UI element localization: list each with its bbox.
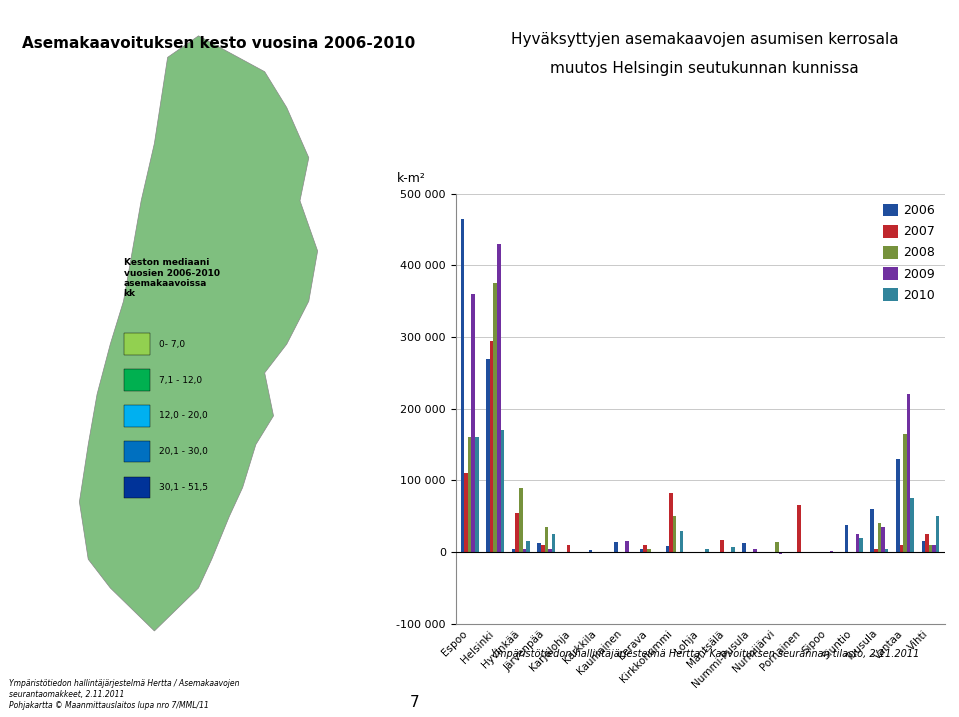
Bar	[589, 550, 593, 552]
Bar	[896, 459, 900, 552]
Bar	[497, 244, 501, 552]
Text: Pohjakartta © Maanmittauslaitos lupa nro 7/MML/11: Pohjakartta © Maanmittauslaitos lupa nro…	[9, 701, 209, 710]
Bar	[779, 552, 783, 554]
Text: muutos Helsingin seutukunnan kunnissa: muutos Helsingin seutukunnan kunnissa	[550, 61, 859, 76]
Text: 7: 7	[409, 695, 419, 710]
Bar	[720, 540, 724, 552]
Bar	[855, 534, 859, 552]
Bar	[922, 541, 925, 552]
Bar	[551, 534, 555, 552]
Text: Ympäristötiedon hallintäjärjestelmä Hertta / Kaavoituksen seurannan tilasto, 2.1: Ympäristötiedon hallintäjärjestelmä Hert…	[491, 649, 919, 659]
Bar	[468, 437, 472, 552]
Bar	[742, 543, 746, 552]
Bar	[775, 542, 779, 552]
Bar	[567, 545, 571, 552]
Bar	[881, 527, 885, 552]
Bar	[936, 516, 940, 552]
Bar	[830, 551, 833, 552]
Bar	[680, 531, 684, 552]
Text: 7,1 - 12,0: 7,1 - 12,0	[159, 376, 202, 384]
Bar	[731, 547, 735, 552]
Bar	[672, 516, 676, 552]
Bar	[472, 294, 475, 552]
Polygon shape	[80, 36, 317, 631]
Text: Asemakaavoituksen kesto vuosina 2006-2010: Asemakaavoituksen kesto vuosina 2006-201…	[22, 36, 415, 51]
Text: seurantaomakkeet, 2.11.2011: seurantaomakkeet, 2.11.2011	[9, 690, 125, 699]
Text: k-m²: k-m²	[397, 172, 426, 185]
Bar	[541, 545, 545, 552]
Bar	[885, 549, 888, 552]
Bar	[549, 549, 551, 552]
Bar	[874, 549, 877, 552]
FancyBboxPatch shape	[124, 441, 150, 462]
Bar	[537, 543, 541, 552]
Bar	[706, 549, 709, 552]
FancyBboxPatch shape	[124, 477, 150, 498]
Bar	[925, 534, 928, 552]
Bar	[753, 549, 757, 552]
Bar	[460, 219, 464, 552]
Bar	[523, 549, 526, 552]
Bar	[906, 394, 910, 552]
Bar	[877, 523, 881, 552]
FancyBboxPatch shape	[124, 333, 150, 355]
Bar	[647, 549, 650, 552]
Bar	[519, 488, 523, 552]
Text: 30,1 - 51,5: 30,1 - 51,5	[159, 483, 208, 492]
Text: Hyväksyttyjen asemakaavojen asumisen kerrosala: Hyväksyttyjen asemakaavojen asumisen ker…	[511, 32, 899, 47]
Bar	[643, 545, 647, 552]
Bar	[526, 541, 529, 552]
Bar	[515, 513, 519, 552]
Text: 12,0 - 20,0: 12,0 - 20,0	[159, 412, 207, 420]
Text: 0- 7,0: 0- 7,0	[159, 340, 185, 348]
Bar	[545, 527, 549, 552]
Bar	[615, 542, 618, 552]
Bar	[512, 549, 515, 552]
Bar	[486, 358, 490, 552]
Bar	[640, 549, 643, 552]
Bar	[494, 283, 497, 552]
Bar	[845, 525, 849, 552]
Bar	[669, 493, 672, 552]
Bar	[797, 505, 801, 552]
Bar	[871, 509, 874, 552]
FancyBboxPatch shape	[124, 369, 150, 391]
Bar	[910, 498, 914, 552]
Bar	[501, 430, 504, 552]
Text: 20,1 - 30,0: 20,1 - 30,0	[159, 447, 208, 456]
Bar	[464, 473, 468, 552]
Bar	[475, 437, 479, 552]
Bar	[932, 545, 936, 552]
Bar	[490, 341, 494, 552]
Bar	[859, 538, 863, 552]
Bar	[666, 546, 669, 552]
Text: Keston mediaani
vuosien 2006-2010
asemakaavoissa
kk: Keston mediaani vuosien 2006-2010 asemak…	[124, 258, 220, 298]
Legend: 2006, 2007, 2008, 2009, 2010: 2006, 2007, 2008, 2009, 2010	[879, 200, 938, 305]
Bar	[900, 545, 903, 552]
Bar	[625, 541, 629, 552]
Text: Ympäristötiedon hallintäjärjestelmä Hertta / Asemakaavojen: Ympäristötiedon hallintäjärjestelmä Hert…	[9, 679, 240, 688]
Bar	[928, 545, 932, 552]
FancyBboxPatch shape	[124, 405, 150, 427]
Bar	[903, 434, 906, 552]
